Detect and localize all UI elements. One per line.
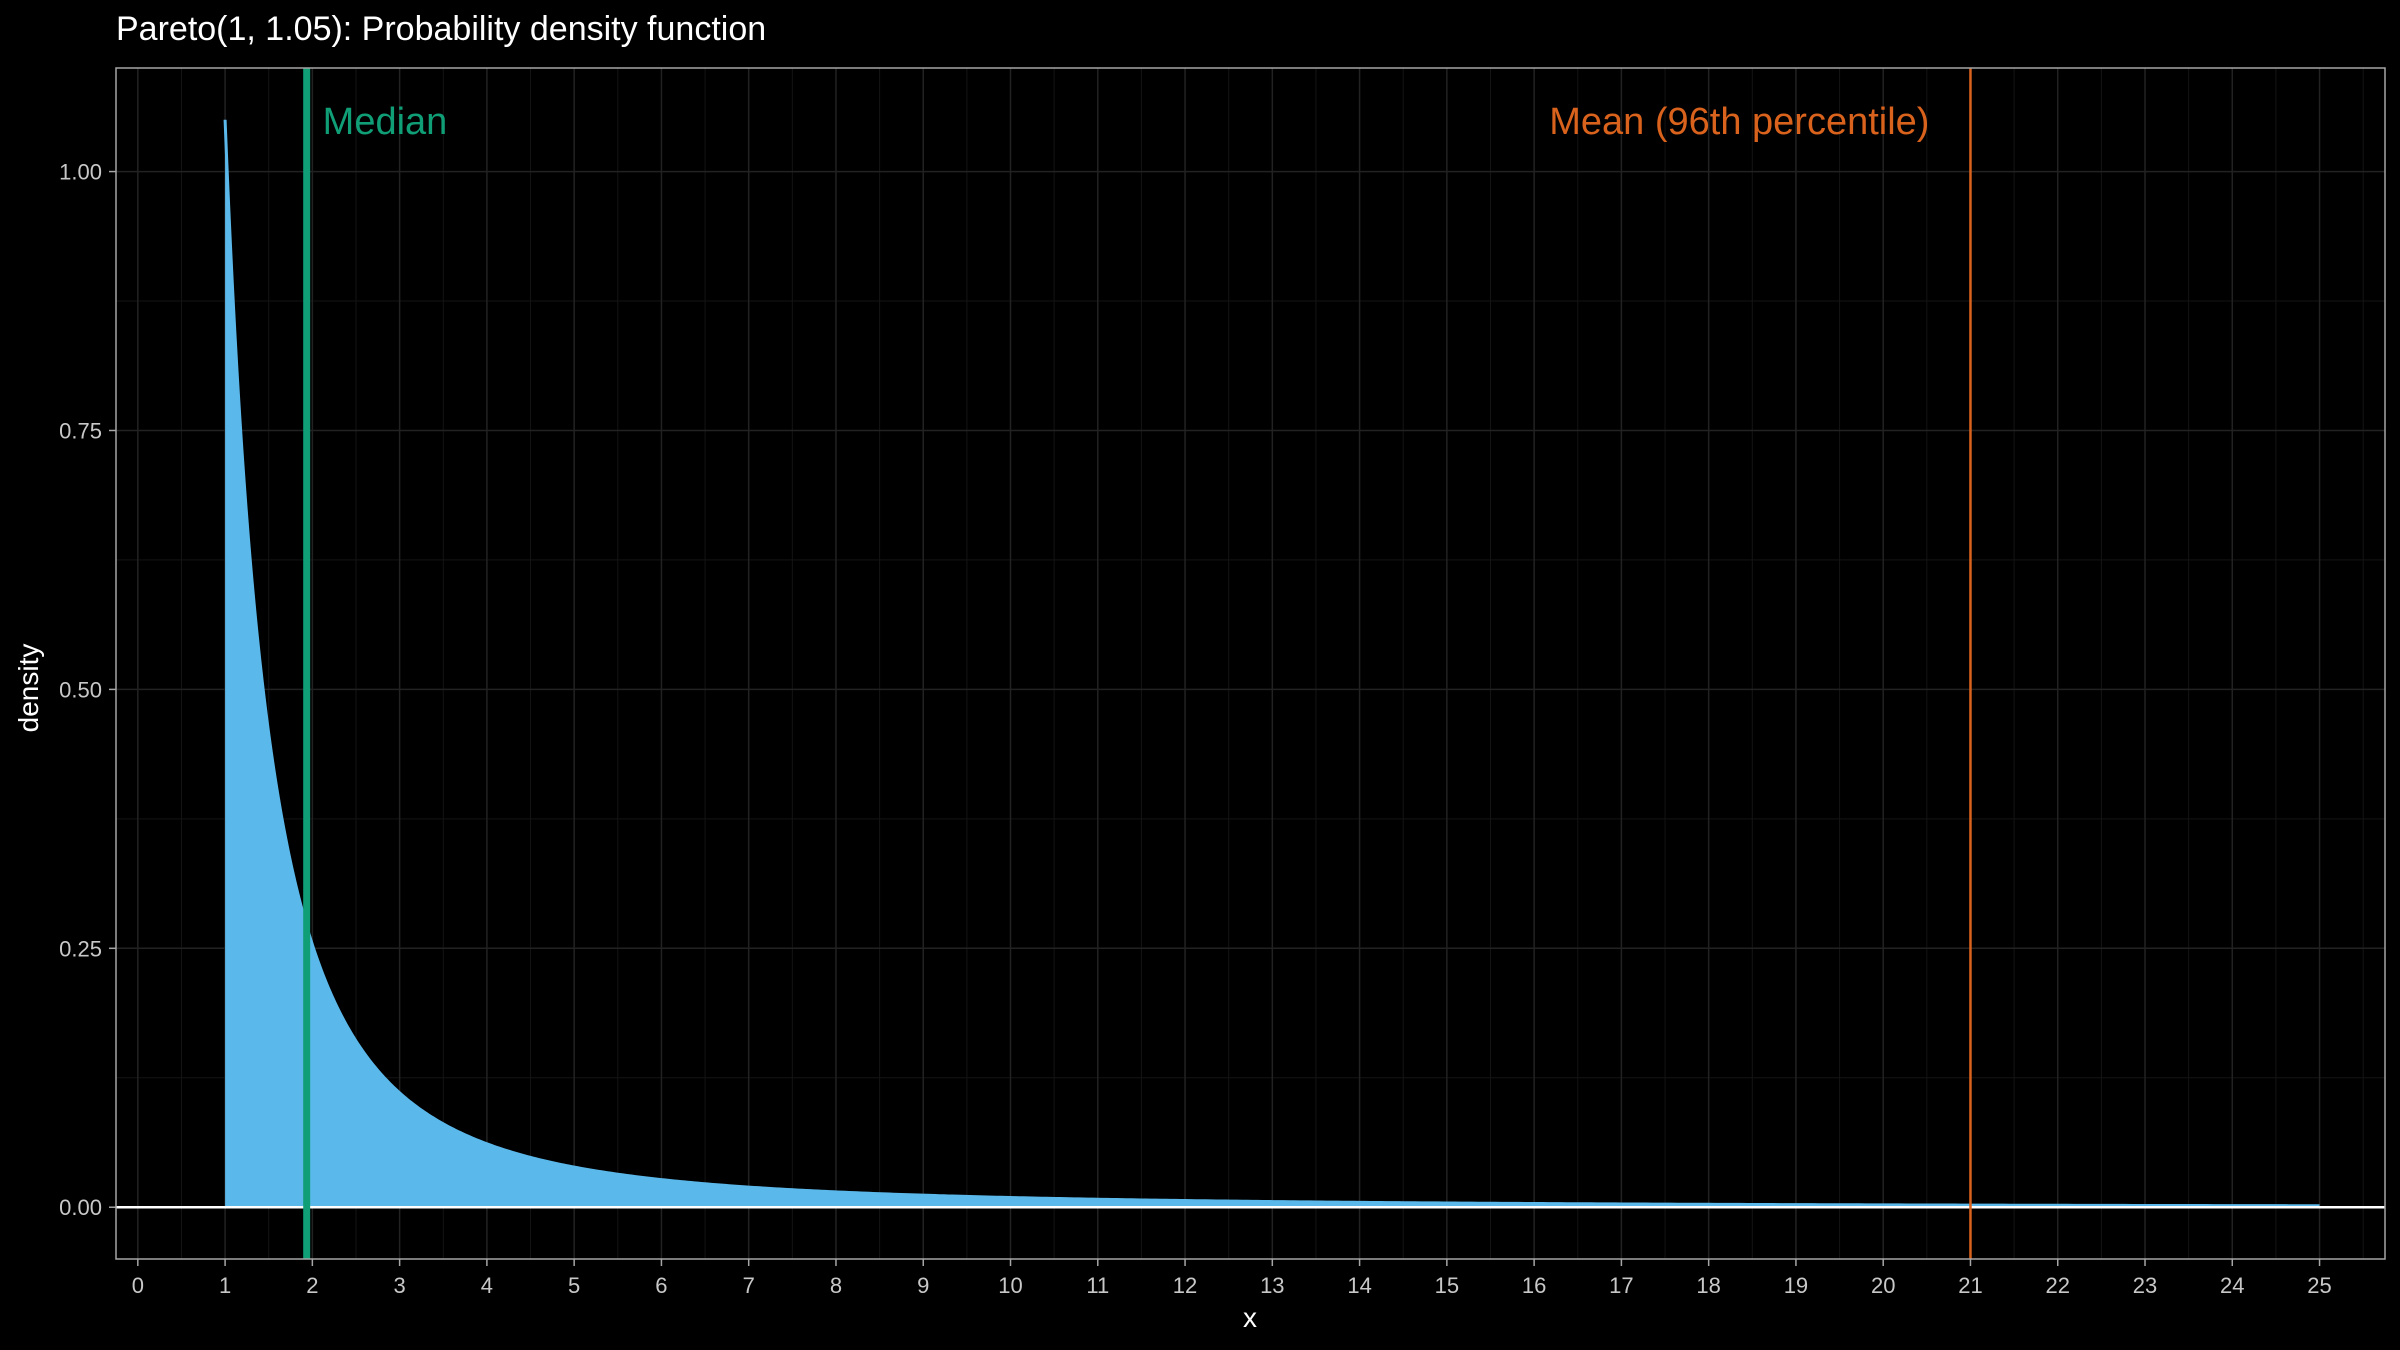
median-label: Median — [323, 101, 448, 143]
x-tick-label: 5 — [568, 1273, 580, 1298]
density-curve — [223, 119, 2320, 1208]
x-tick-label: 0 — [132, 1273, 144, 1298]
x-tick-label: 24 — [2220, 1273, 2244, 1298]
x-tick-label: 21 — [1958, 1273, 1982, 1298]
x-tick-label: 1 — [219, 1273, 231, 1298]
x-tick-label: 12 — [1173, 1273, 1197, 1298]
x-tick-label: 15 — [1435, 1273, 1459, 1298]
x-tick-label: 3 — [394, 1273, 406, 1298]
x-tick-label: 8 — [830, 1273, 842, 1298]
x-tick-label: 10 — [998, 1273, 1022, 1298]
y-tick-label: 0.00 — [59, 1195, 102, 1220]
y-tick-label: 0.50 — [59, 677, 102, 702]
x-tick-label: 13 — [1260, 1273, 1284, 1298]
mean-label: Mean (96th percentile) — [1549, 101, 1929, 143]
x-tick-label: 25 — [2307, 1273, 2331, 1298]
y-axis-title: density — [13, 644, 44, 733]
plot-panel-border — [115, 67, 2386, 1260]
x-tick-label: 20 — [1871, 1273, 1895, 1298]
chart-title: Pareto(1, 1.05): Probability density fun… — [116, 10, 766, 48]
x-tick-label: 7 — [743, 1273, 755, 1298]
x-tick-label: 6 — [655, 1273, 667, 1298]
x-tick-label: 19 — [1784, 1273, 1808, 1298]
y-tick-label: 1.00 — [59, 160, 102, 185]
y-tick-label: 0.25 — [59, 936, 102, 961]
y-axis-ticks: 0.00 0.25 0.50 0.75 1.00 — [59, 160, 116, 1220]
x-axis-title: x — [1243, 1302, 1257, 1333]
density-area-layer — [223, 119, 2320, 1208]
x-tick-label: 2 — [306, 1273, 318, 1298]
x-tick-label: 4 — [481, 1273, 493, 1298]
x-tick-label: 22 — [2045, 1273, 2069, 1298]
x-tick-label: 14 — [1347, 1273, 1371, 1298]
y-tick-label: 0.75 — [59, 418, 102, 443]
x-tick-label: 23 — [2133, 1273, 2157, 1298]
reference-lines: Median Mean (96th percentile) — [303, 68, 1972, 1259]
x-tick-label: 18 — [1696, 1273, 1720, 1298]
x-axis-ticks: 0 1 2 3 4 5 6 7 8 9 10 11 12 13 14 15 16 17 18 19 20 21 22 23 24… — [132, 1259, 2332, 1298]
x-tick-label: 11 — [1086, 1273, 1109, 1298]
grid — [116, 68, 2385, 1259]
x-tick-label: 17 — [1609, 1273, 1633, 1298]
x-tick-label: 9 — [917, 1273, 929, 1298]
x-tick-label: 16 — [1522, 1273, 1546, 1298]
